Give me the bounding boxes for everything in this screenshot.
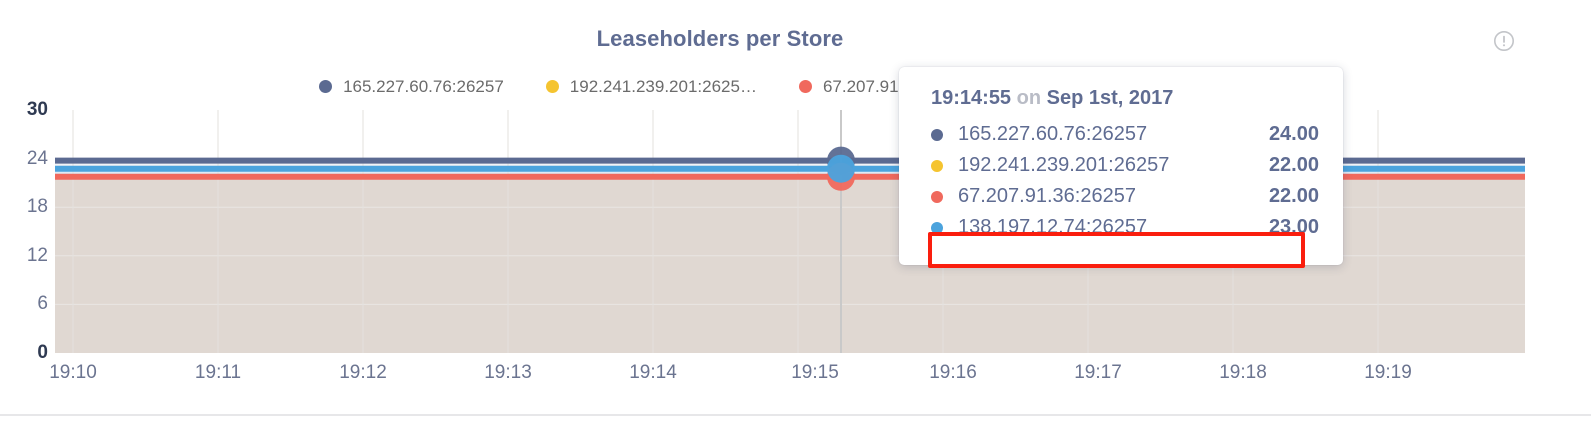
x-axis-tick: 19:18 [1219, 362, 1267, 383]
area-fill-23 [55, 168, 1525, 177]
info-circle-icon[interactable] [1493, 30, 1515, 52]
legend-swatch-icon [545, 80, 559, 93]
chart-tooltip: 19:14:55 on Sep 1st, 2017 165.227.60.76:… [899, 67, 1343, 265]
y-axis-tick: 30 [26, 99, 48, 120]
x-axis-tick: 19:13 [484, 362, 532, 383]
legend-swatch-icon [798, 80, 812, 93]
x-axis-tick: 19:14 [629, 362, 677, 383]
x-axis-tick: 19:12 [339, 362, 387, 383]
tooltip-swatch-icon [931, 159, 943, 172]
tooltip-swatch-icon [931, 221, 943, 234]
tooltip-row: 67.207.91.36:26257 22.00 [931, 181, 1319, 212]
tooltip-series-label: 138.197.12.74:26257 [958, 216, 1148, 238]
x-axis-tick: 19:16 [929, 362, 977, 383]
tooltip-time: 19:14:55 [931, 87, 1012, 109]
tooltip-swatch-icon [931, 190, 943, 203]
tooltip-row: 165.227.60.76:26257 24.00 [931, 119, 1319, 150]
x-axis: 19:10 19:11 19:12 19:13 19:14 19:15 19:1… [49, 362, 1525, 388]
area-fill-24 [55, 160, 1525, 169]
chart-card: Leaseholders per Store 165.227.60.76:262… [0, 26, 1591, 416]
tooltip-series-value: 22.00 [1268, 154, 1319, 176]
legend-item-label: 165.227.60.76:26257 [343, 77, 504, 96]
tooltip-series-label: 165.227.60.76:26257 [958, 123, 1148, 145]
tooltip-series-label: 192.241.239.201:26257 [958, 154, 1170, 176]
tooltip-on-word: on [1016, 87, 1042, 109]
legend-item-0[interactable]: 165.227.60.76:26257 [319, 78, 504, 95]
x-axis-tick: 19:19 [1364, 362, 1412, 383]
card-divider [0, 414, 1591, 416]
tooltip-series-value: 24.00 [1268, 123, 1319, 145]
tooltip-series-label: 67.207.91.36:26257 [958, 185, 1136, 207]
tooltip-header: 19:14:55 on Sep 1st, 2017 [931, 87, 1319, 110]
page-title: Leaseholders per Store [596, 26, 844, 51]
tooltip-swatch-icon [931, 128, 943, 141]
y-axis-tick: 0 [37, 342, 48, 363]
legend-item-label: 192.241.239.201:2625… [569, 77, 757, 96]
y-axis-tick: 12 [26, 244, 48, 266]
legend-swatch-icon [319, 80, 333, 93]
y-axis-tick: 24 [26, 147, 48, 169]
x-axis-tick: 19:17 [1074, 362, 1122, 383]
x-axis-tick: 19:11 [194, 362, 242, 383]
hover-marker-138-197-12-74 [827, 154, 855, 183]
tooltip-row: 192.241.239.201:26257 22.00 [931, 150, 1319, 181]
tooltip-row-highlighted: 138.197.12.74:26257 23.00 [931, 212, 1319, 243]
tooltip-series-value: 23.00 [1268, 216, 1319, 238]
x-axis-tick: 19:10 [49, 362, 97, 383]
y-axis-tick: 18 [26, 196, 48, 218]
y-axis: 30 24 18 12 6 0 [0, 99, 48, 363]
y-axis-tick: 6 [37, 293, 48, 315]
legend-item-1[interactable]: 192.241.239.201:2625… [545, 77, 757, 96]
tooltip-series-value: 22.00 [1268, 185, 1319, 207]
tooltip-date: Sep 1st, 2017 [1046, 87, 1174, 109]
hover-markers [827, 146, 855, 191]
x-axis-tick: 19:15 [791, 362, 839, 383]
